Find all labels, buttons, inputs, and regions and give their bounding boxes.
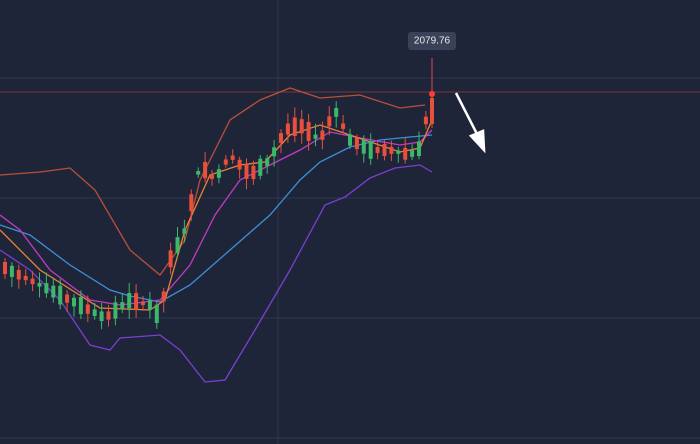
candle-body bbox=[37, 282, 42, 287]
candle-body bbox=[65, 294, 70, 303]
candle-body bbox=[313, 134, 318, 139]
candle-body bbox=[368, 141, 373, 159]
candle-body bbox=[272, 147, 277, 157]
candle-body bbox=[403, 147, 408, 160]
candle-body bbox=[168, 250, 173, 268]
candle-body bbox=[51, 285, 56, 298]
candle-body bbox=[223, 159, 228, 165]
candle-body bbox=[120, 302, 125, 309]
candle-body bbox=[430, 98, 434, 124]
ma-magenta bbox=[0, 129, 433, 306]
candle-body bbox=[265, 158, 270, 167]
candle-body bbox=[334, 107, 339, 117]
candle-body bbox=[354, 137, 359, 150]
candle-body bbox=[348, 134, 352, 146]
candle-body bbox=[30, 278, 35, 285]
candle-body bbox=[16, 269, 21, 280]
candle-body bbox=[189, 194, 194, 212]
price-label: 2079.76 bbox=[414, 36, 451, 47]
candle-body bbox=[134, 293, 139, 310]
candle-body bbox=[410, 150, 415, 157]
candle-body bbox=[361, 140, 366, 154]
candle-body bbox=[237, 159, 242, 170]
price-label-box bbox=[408, 32, 456, 50]
candle-body bbox=[258, 158, 263, 176]
arrow-head bbox=[468, 129, 486, 154]
candle-body bbox=[216, 169, 221, 178]
candle-body bbox=[72, 297, 76, 307]
candle-body bbox=[382, 143, 387, 157]
candle-body bbox=[106, 311, 111, 320]
candle-body bbox=[230, 155, 235, 160]
candle-body bbox=[85, 304, 90, 314]
candle-body bbox=[78, 297, 83, 315]
candle-body bbox=[423, 116, 428, 125]
candle-body bbox=[99, 311, 104, 322]
candle-body bbox=[23, 275, 28, 281]
candle-body bbox=[3, 262, 7, 274]
candle-body bbox=[182, 228, 187, 234]
candle-body bbox=[196, 171, 201, 175]
candle-body bbox=[375, 147, 380, 153]
candle-body bbox=[389, 146, 394, 154]
candle-body bbox=[396, 150, 401, 154]
upper-band bbox=[0, 87, 426, 276]
candle-body bbox=[285, 123, 290, 135]
candle-body bbox=[127, 292, 132, 309]
candle-body bbox=[210, 175, 214, 179]
candle-body bbox=[327, 116, 332, 127]
candle-body bbox=[306, 122, 311, 141]
candle-body bbox=[9, 265, 14, 277]
candle-body bbox=[299, 119, 304, 134]
arrow bbox=[454, 92, 486, 154]
price-dot bbox=[429, 91, 435, 97]
candles bbox=[3, 92, 434, 330]
candle-body bbox=[203, 161, 208, 179]
candle-body bbox=[341, 123, 346, 129]
arrow-shaft bbox=[454, 92, 480, 137]
candle-body bbox=[175, 237, 180, 253]
candle-body bbox=[292, 117, 297, 136]
candle-body bbox=[251, 165, 256, 180]
candle-body bbox=[417, 141, 421, 157]
candle-body bbox=[141, 301, 145, 305]
candle-body bbox=[44, 283, 49, 294]
candle-body bbox=[92, 309, 97, 316]
candle-body bbox=[161, 291, 166, 302]
candle-body bbox=[244, 164, 249, 179]
candle-body bbox=[58, 285, 63, 305]
candle-body bbox=[279, 133, 283, 143]
candle-body bbox=[320, 130, 325, 140]
lower-band bbox=[0, 164, 433, 383]
candle-body bbox=[147, 300, 152, 310]
candle-body bbox=[113, 302, 118, 319]
candle-body bbox=[154, 304, 159, 323]
